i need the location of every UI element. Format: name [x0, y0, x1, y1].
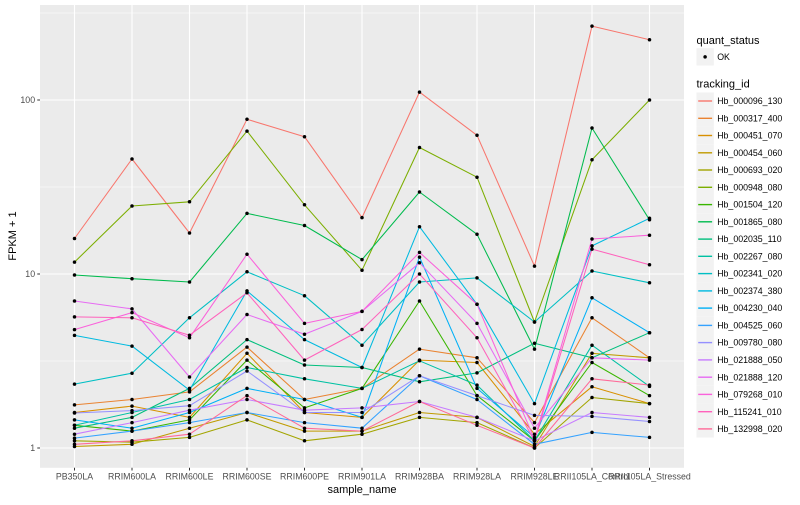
svg-text:PB350LA: PB350LA — [56, 472, 93, 482]
svg-text:Hb_000693_020: Hb_000693_020 — [717, 165, 782, 175]
svg-text:RRII105LA_Stressed: RRII105LA_Stressed — [608, 472, 691, 482]
svg-text:OK: OK — [717, 52, 730, 62]
svg-text:Hb_132998_020: Hb_132998_020 — [717, 424, 782, 434]
svg-text:1: 1 — [30, 443, 35, 453]
svg-text:Hb_004525_060: Hb_004525_060 — [717, 321, 782, 331]
svg-text:Hb_000948_080: Hb_000948_080 — [717, 182, 782, 192]
svg-text:RRIM600PE: RRIM600PE — [280, 472, 329, 482]
svg-text:RRIM928BA: RRIM928BA — [395, 472, 444, 482]
svg-text:Hb_115241_010: Hb_115241_010 — [717, 407, 782, 417]
svg-text:Hb_002035_110: Hb_002035_110 — [717, 234, 782, 244]
svg-text:RRIM901LA: RRIM901LA — [338, 472, 386, 482]
svg-text:quant_status: quant_status — [697, 35, 760, 47]
svg-text:RRII105LA_Control: RRII105LA_Control — [554, 472, 630, 482]
svg-text:Hb_000096_130: Hb_000096_130 — [717, 96, 782, 106]
svg-text:Hb_002374_380: Hb_002374_380 — [717, 286, 782, 296]
svg-text:Hb_021888_120: Hb_021888_120 — [717, 372, 782, 382]
svg-text:Hb_000317_400: Hb_000317_400 — [717, 113, 782, 123]
svg-text:Hb_000451_070: Hb_000451_070 — [717, 131, 782, 141]
svg-text:Hb_079268_010: Hb_079268_010 — [717, 390, 782, 400]
svg-text:RRIM600LE: RRIM600LE — [166, 472, 214, 482]
svg-text:Hb_004230_040: Hb_004230_040 — [717, 303, 782, 313]
svg-text:RRIM600SE: RRIM600SE — [223, 472, 272, 482]
svg-text:RRIM928LE: RRIM928LE — [511, 472, 559, 482]
svg-text:Hb_001504_120: Hb_001504_120 — [717, 200, 782, 210]
svg-text:RRIM928LA: RRIM928LA — [453, 472, 501, 482]
svg-text:Hb_009780_080: Hb_009780_080 — [717, 338, 782, 348]
svg-text:tracking_id: tracking_id — [697, 79, 750, 91]
svg-text:Hb_002267_080: Hb_002267_080 — [717, 251, 782, 261]
svg-text:10: 10 — [25, 269, 35, 279]
svg-text:RRIM600LA: RRIM600LA — [108, 472, 156, 482]
svg-text:Hb_001865_080: Hb_001865_080 — [717, 217, 782, 227]
svg-text:100: 100 — [20, 95, 35, 105]
svg-text:FPKM + 1: FPKM + 1 — [7, 211, 19, 260]
svg-text:sample_name: sample_name — [327, 484, 396, 496]
svg-text:Hb_000454_060: Hb_000454_060 — [717, 148, 782, 158]
svg-text:Hb_002341_020: Hb_002341_020 — [717, 269, 782, 279]
svg-text:Hb_021888_050: Hb_021888_050 — [717, 355, 782, 365]
